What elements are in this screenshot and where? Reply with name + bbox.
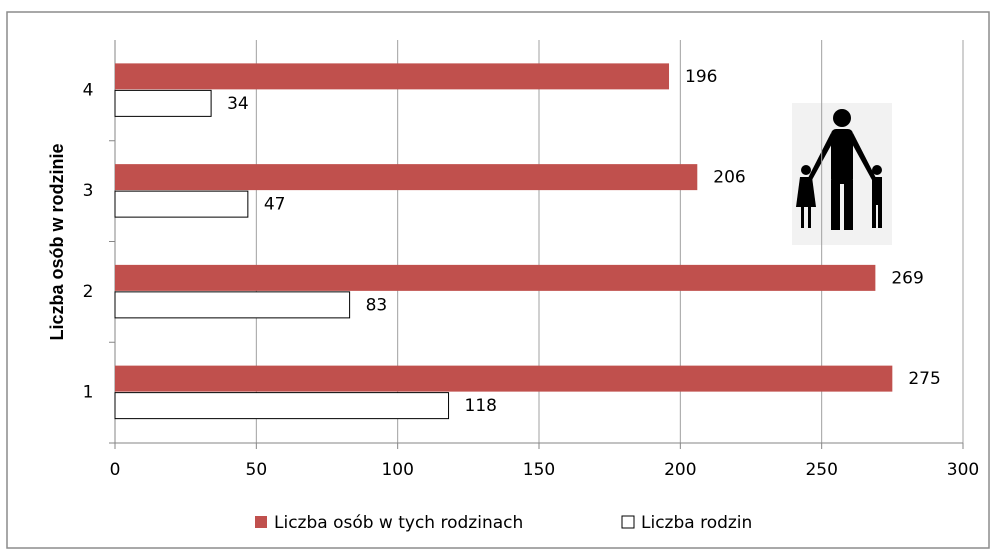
x-tick-label: 200	[664, 460, 696, 480]
legend-label: Liczba osób w tych rodzinach	[274, 513, 523, 533]
y-tick-label: 4	[83, 80, 94, 100]
value-label: 118	[465, 396, 497, 416]
x-tick-label: 0	[110, 460, 121, 480]
bar	[114, 190, 249, 218]
bar	[115, 264, 876, 291]
x-tick-label: 50	[246, 460, 268, 480]
bar	[115, 365, 893, 392]
x-tick-label: 150	[523, 460, 555, 480]
x-tick-label: 250	[805, 460, 837, 480]
bar	[114, 89, 212, 117]
value-label: 34	[227, 94, 249, 114]
value-label: 83	[366, 295, 388, 315]
y-tick-label: 1	[83, 383, 94, 403]
y-tick-label: 2	[83, 282, 94, 302]
y-axis-label: Liczba osób w rodzinie	[47, 143, 67, 340]
legend-swatch	[255, 516, 267, 528]
bar	[114, 392, 450, 420]
bar	[115, 164, 698, 191]
bar	[115, 63, 670, 90]
value-label: 206	[713, 168, 745, 188]
legend-swatch	[621, 515, 635, 529]
value-label: 275	[908, 369, 940, 389]
value-label: 196	[685, 67, 717, 87]
value-label: 47	[264, 195, 286, 215]
family-icon	[792, 103, 892, 245]
x-tick-label: 300	[947, 460, 979, 480]
y-tick-label: 3	[83, 181, 94, 201]
value-label: 269	[891, 268, 923, 288]
legend-label: Liczba rodzin	[641, 513, 752, 533]
bar	[114, 291, 351, 319]
x-tick-label: 100	[381, 460, 413, 480]
